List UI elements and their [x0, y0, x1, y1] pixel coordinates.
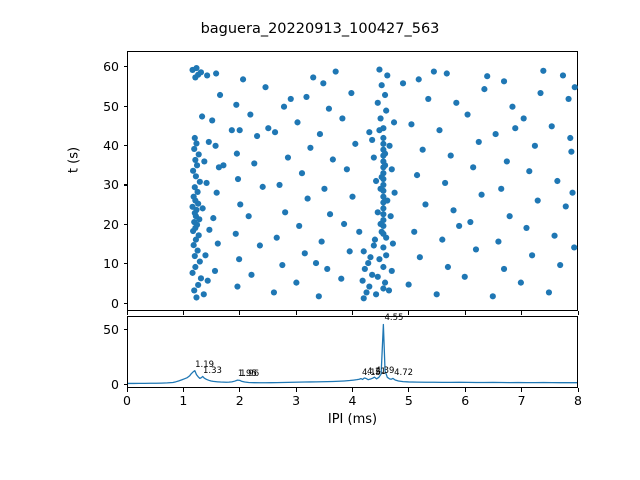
histogram-x-tick-label: 1	[179, 393, 188, 408]
scatter-y-tick-mark	[123, 223, 127, 225]
peak-annotation-label: 4.15	[361, 368, 381, 379]
histogram-y-tick-mark	[123, 384, 127, 386]
scatter-x-tick-mark	[352, 311, 354, 315]
peak-annotation-label: 1.95	[237, 369, 257, 380]
peak-annotation-label: 1.19	[195, 360, 215, 371]
histogram-x-tick-mark	[239, 388, 241, 392]
histogram-x-tick-mark	[295, 388, 297, 392]
histogram-x-axis-label: IPI (ms)	[327, 412, 378, 427]
scatter-y-tick-label: 0	[111, 295, 119, 311]
scatter-y-tick-mark	[123, 184, 127, 186]
histogram-x-tick-mark	[577, 388, 579, 392]
scatter-x-tick-mark	[295, 311, 297, 315]
scatter-y-tick-label: 40	[103, 138, 119, 154]
scatter-points-layer	[189, 64, 578, 302]
scatter-x-tick-mark	[126, 311, 128, 315]
histogram-y-tick-mark	[123, 328, 127, 330]
scatter-y-tick-mark	[123, 302, 127, 304]
scatter-x-tick-mark	[577, 311, 579, 315]
histogram-x-tick-label: 7	[517, 393, 526, 408]
scatter-y-tick-label: 60	[103, 59, 119, 75]
histogram-x-tick-label: 6	[461, 393, 470, 408]
histogram-x-tick-mark	[126, 388, 128, 392]
peak-annotation-label: 1.33	[202, 365, 222, 376]
scatter-y-tick-mark	[123, 66, 127, 68]
histogram-x-tick-label: 2	[235, 393, 244, 408]
histogram-y-tick-label: 0	[111, 377, 119, 393]
peak-annotation-label: 4.72	[394, 368, 414, 379]
scatter-y-tick-label: 10	[103, 256, 119, 272]
scatter-y-tick-mark	[123, 105, 127, 107]
histogram-panel	[127, 316, 578, 388]
scatter-y-tick-mark	[123, 263, 127, 265]
histogram-x-tick-mark	[182, 388, 184, 392]
histogram-x-tick-label: 3	[292, 393, 301, 408]
scatter-plot-panel	[127, 51, 578, 311]
scatter-x-tick-mark	[182, 311, 184, 315]
histogram-y-tick-label: 50	[103, 321, 119, 337]
scatter-y-tick-mark	[123, 145, 127, 147]
histogram-x-tick-mark	[464, 388, 466, 392]
peak-annotation-label: 4.21	[367, 367, 386, 378]
histogram-x-tick-mark	[521, 388, 523, 392]
histogram-x-tick-label: 8	[574, 393, 582, 408]
histogram-x-tick-mark	[352, 388, 354, 392]
histogram-x-tick-mark	[408, 388, 410, 392]
histogram-x-tick-label: 0	[123, 393, 131, 408]
peak-annotation-label: 4.55	[384, 312, 404, 323]
scatter-y-tick-label: 30	[103, 177, 119, 193]
histogram-curve-layer	[128, 323, 578, 385]
peak-annotation-label: 4.39	[375, 365, 395, 376]
page-title: baguera_20220913_100427_563	[200, 21, 440, 37]
histogram-x-tick-label: 5	[404, 393, 413, 408]
scatter-x-tick-mark	[521, 311, 523, 315]
scatter-x-tick-mark	[239, 311, 241, 315]
scatter-y-tick-label: 20	[103, 216, 119, 232]
scatter-x-tick-mark	[464, 311, 466, 315]
peak-annotation-label: 1.96	[240, 369, 260, 380]
histogram-x-tick-label: 4	[348, 393, 357, 408]
scatter-x-tick-mark	[408, 311, 410, 315]
scatter-y-tick-label: 50	[103, 98, 119, 114]
